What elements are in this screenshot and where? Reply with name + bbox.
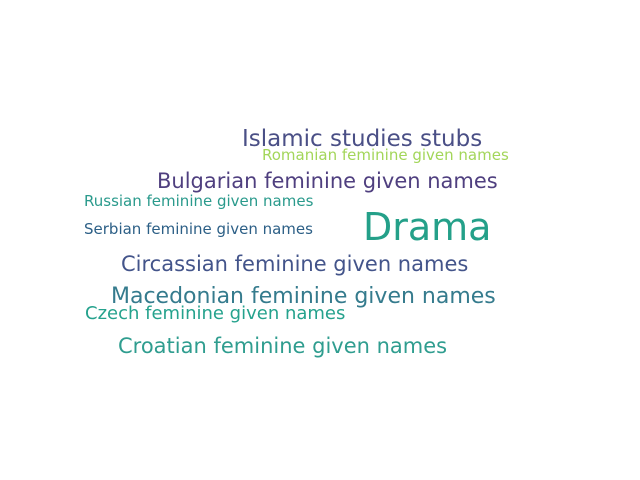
- word-macedonian-feminine-given-names: Macedonian feminine given names: [111, 284, 496, 309]
- word-croatian-feminine-given-names: Croatian feminine given names: [118, 334, 448, 358]
- word-czech-feminine-given-names: Czech feminine given names: [85, 303, 346, 324]
- word-bulgarian-feminine-given-names: Bulgarian feminine given names: [157, 169, 498, 193]
- word-islamic-studies-stubs: Islamic studies stubs: [242, 126, 483, 152]
- word-circassian-feminine-given-names: Circassian feminine given names: [121, 252, 469, 276]
- word-drama: Drama: [363, 205, 492, 249]
- word-serbian-feminine-given-names: Serbian feminine given names: [84, 220, 313, 238]
- word-romanian-feminine-given-names: Romanian feminine given names: [262, 146, 509, 164]
- word-russian-feminine-given-names: Russian feminine given names: [84, 192, 314, 210]
